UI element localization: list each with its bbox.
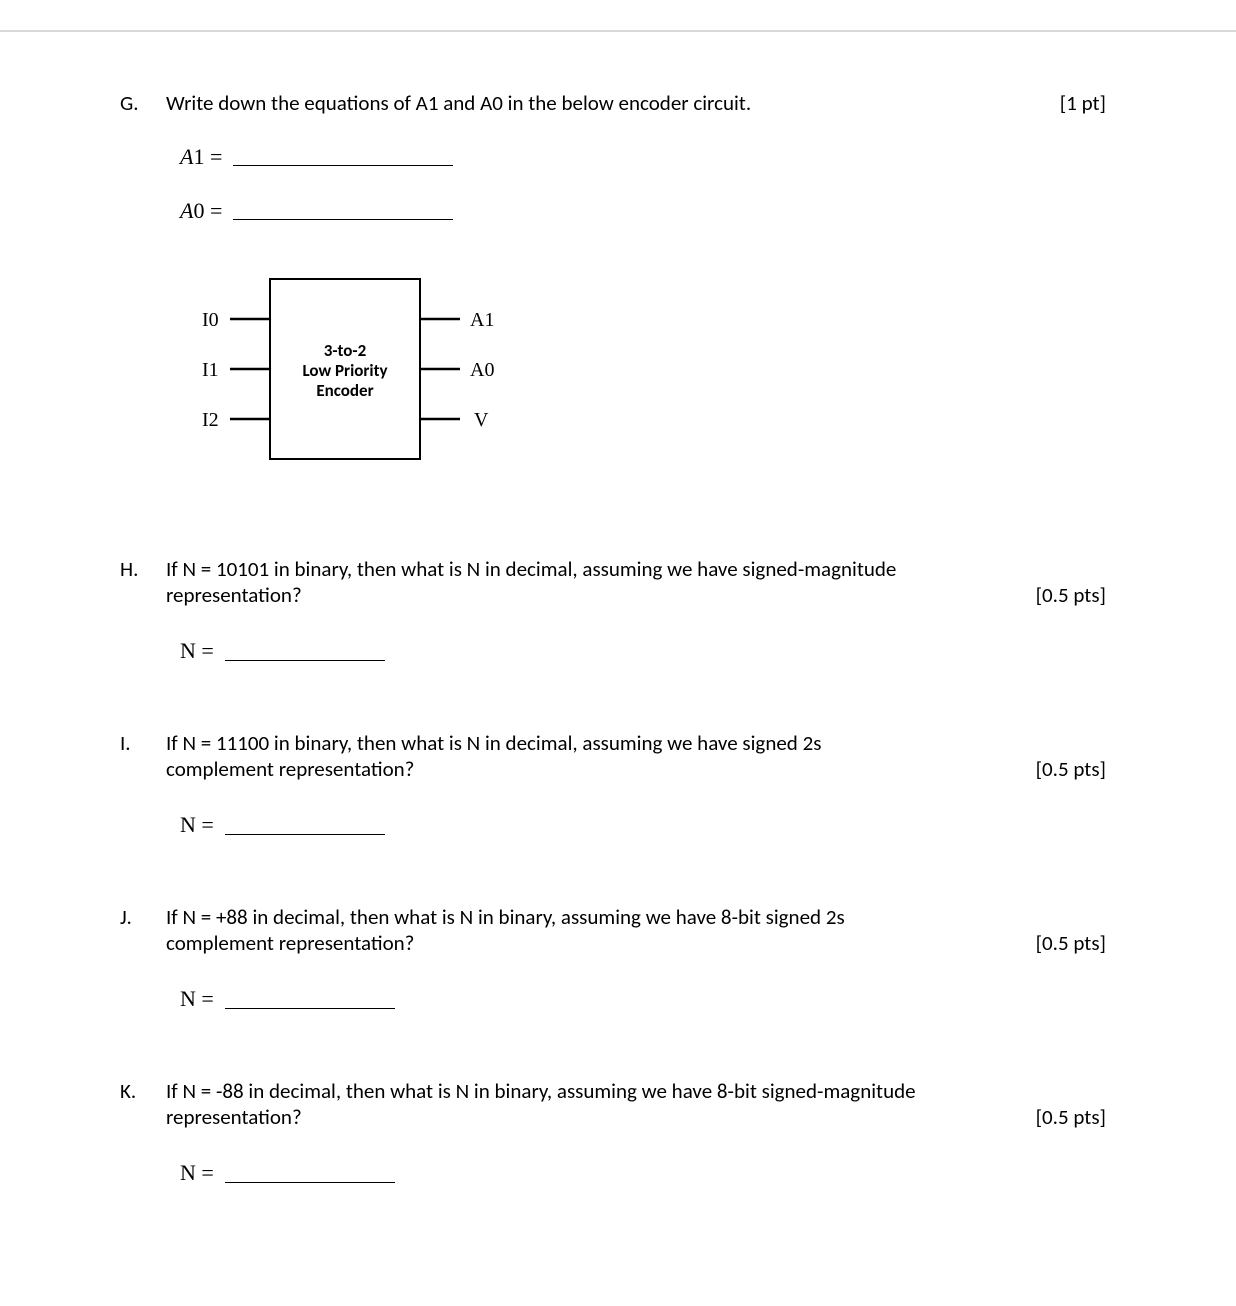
box-label-1: 3-to-2 xyxy=(324,340,367,361)
box-label-3: Encoder xyxy=(316,380,373,401)
question-i-body: If N = 11100 in binary, then what is N i… xyxy=(166,730,1106,888)
question-j: J. If N = +88 in decimal, then what is N… xyxy=(120,904,1106,1062)
question-k-points: [0.5 pts] xyxy=(1006,1104,1106,1130)
answer-a0-row: A0 = xyxy=(180,198,1106,224)
answer-j-blank[interactable] xyxy=(225,1008,395,1009)
answer-a1-sym1: 1 = xyxy=(193,144,222,169)
question-h-line2: representation? [0.5 pts] xyxy=(166,582,1106,608)
question-i-line1: If N = 11100 in binary, then what is N i… xyxy=(166,730,1106,756)
question-h: H. If N = 10101 in binary, then what is … xyxy=(120,556,1106,714)
question-i-text2: complement representation? xyxy=(166,756,414,782)
question-j-marker: J. xyxy=(120,904,166,1062)
label-i2: I2 xyxy=(202,409,219,431)
encoder-svg: I0 I1 I2 A1 A0 V 3-to-2 Low Priority Enc… xyxy=(180,264,510,474)
question-k-marker: K. xyxy=(120,1078,166,1206)
question-g-points: [1 pt] xyxy=(1030,90,1106,116)
question-g-marker: G. xyxy=(120,90,166,540)
question-g-answers: A1 = A0 = xyxy=(180,144,1106,224)
answer-k-label: N = xyxy=(180,1160,214,1185)
question-i-points: [0.5 pts] xyxy=(1006,756,1106,782)
question-i-line2: complement representation? [0.5 pts] xyxy=(166,756,1106,782)
top-rule xyxy=(0,30,1236,32)
question-h-line1: If N = 10101 in binary, then what is N i… xyxy=(166,556,1106,582)
question-k-text2: representation? xyxy=(166,1104,302,1130)
answer-h-label: N = xyxy=(180,638,214,663)
question-j-answer: N = xyxy=(180,986,1106,1012)
answer-h-blank[interactable] xyxy=(225,660,385,661)
answer-k-blank[interactable] xyxy=(225,1182,395,1183)
question-h-body: If N = 10101 in binary, then what is N i… xyxy=(166,556,1106,714)
answer-a0-symA: A xyxy=(180,198,193,223)
label-i1: I1 xyxy=(202,359,219,381)
encoder-diagram: I0 I1 I2 A1 A0 V 3-to-2 Low Priority Enc… xyxy=(180,264,1106,480)
label-v: V xyxy=(474,409,489,431)
question-h-text2: representation? xyxy=(166,582,302,608)
question-i-answer: N = xyxy=(180,812,1106,838)
question-k-answer: N = xyxy=(180,1160,1106,1186)
answer-a1-row: A1 = xyxy=(180,144,1106,170)
question-h-points: [0.5 pts] xyxy=(1006,582,1106,608)
question-g: G. Write down the equations of A1 and A0… xyxy=(120,90,1106,540)
question-h-marker: H. xyxy=(120,556,166,714)
label-i0: I0 xyxy=(202,309,219,331)
page: G. Write down the equations of A1 and A0… xyxy=(0,0,1236,1306)
answer-j-label: N = xyxy=(180,986,214,1011)
question-k-body: If N = -88 in decimal, then what is N in… xyxy=(166,1078,1106,1206)
question-j-body: If N = +88 in decimal, then what is N in… xyxy=(166,904,1106,1062)
question-g-body: Write down the equations of A1 and A0 in… xyxy=(166,90,1106,540)
answer-a1-blank[interactable] xyxy=(233,165,453,166)
question-k-line1: If N = -88 in decimal, then what is N in… xyxy=(166,1078,1106,1104)
label-a1: A1 xyxy=(470,309,494,331)
answer-a0-sym0: 0 = xyxy=(193,198,222,223)
answer-a0-blank[interactable] xyxy=(233,219,453,220)
question-j-text2: complement representation? xyxy=(166,930,414,956)
question-h-answer: N = xyxy=(180,638,1106,664)
question-i: I. If N = 11100 in binary, then what is … xyxy=(120,730,1106,888)
question-j-line2: complement representation? [0.5 pts] xyxy=(166,930,1106,956)
answer-i-label: N = xyxy=(180,812,214,837)
question-g-text: Write down the equations of A1 and A0 in… xyxy=(166,90,751,116)
question-j-points: [0.5 pts] xyxy=(1006,930,1106,956)
answer-i-blank[interactable] xyxy=(225,834,385,835)
question-k: K. If N = -88 in decimal, then what is N… xyxy=(120,1078,1106,1206)
question-g-line: Write down the equations of A1 and A0 in… xyxy=(166,90,1106,116)
label-a0: A0 xyxy=(470,359,494,381)
question-j-line1: If N = +88 in decimal, then what is N in… xyxy=(166,904,1106,930)
question-i-marker: I. xyxy=(120,730,166,888)
answer-a1-symA: A xyxy=(180,144,193,169)
box-label-2: Low Priority xyxy=(302,360,387,381)
question-k-line2: representation? [0.5 pts] xyxy=(166,1104,1106,1130)
